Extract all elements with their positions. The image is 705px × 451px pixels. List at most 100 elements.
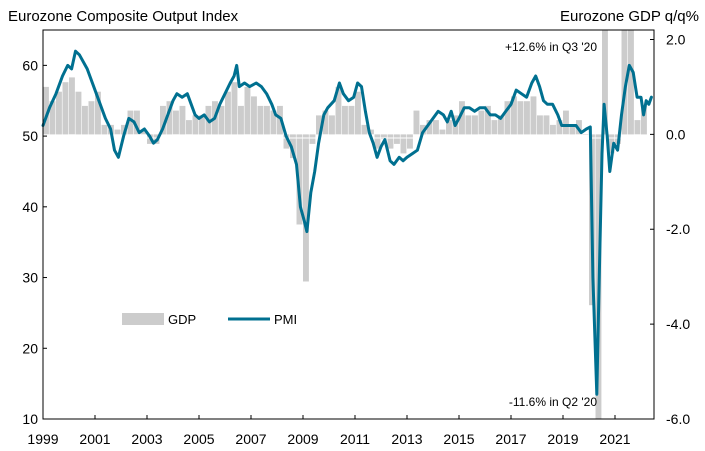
gdp-bar-2015Q4 [478,110,485,135]
gdp-bar-2005Q4 [218,105,225,135]
x-tick-label: 2009 [287,431,318,447]
gdp-bar-2019Q2 [569,124,576,135]
gdp-bar-2006Q4 [244,86,251,135]
gdp-bar-2000Q1 [69,77,75,135]
gdp-bar-1999Q3 [56,91,62,135]
gdp-bar-2004Q4 [192,115,199,135]
gdp-bar-2014Q2 [439,129,446,135]
legend-pmi-label: PMI [274,312,297,327]
gdp-bar-2017Q2 [517,101,524,135]
x-tick-label: 2019 [547,431,578,447]
gdp-bar-2020Q4 [608,134,615,154]
gdp-bar-2017Q3 [524,101,530,135]
left-axis-title: Eurozone Composite Output Index [8,8,239,25]
gdp-bar-2017Q4 [530,96,537,135]
gdp-bar-2012Q2 [387,134,394,149]
gdp-bar-2006Q2 [231,82,238,135]
gdp-bar-2000Q2 [75,91,82,135]
x-axis: 1999 2001 2003 2005 2007 2009 2011 2013 2015 2017… [27,415,631,447]
gdp-bar-2021Q3 [628,30,634,135]
gdp-bar-2010Q2 [335,86,342,135]
gdp-bar-1999Q4 [62,82,69,135]
gdp-bar-1999Q2 [49,101,56,135]
right-tick-label: 0.0 [666,126,686,142]
gdp-bar-2008Q4 [296,134,303,225]
gdp-bar-2018Q3 [550,124,556,135]
gdp-bar-2006Q3 [238,105,244,135]
gdp-bar-2007Q1 [251,96,257,135]
gdp-bar-2002Q2 [127,110,134,135]
gdp-bar-2002Q4 [140,129,147,135]
gdp-bar-2019Q1 [563,110,569,135]
right-axis-title: Eurozone GDP q/q% [560,8,699,25]
right-axis: -6.0 -4.0 -2.0 0.0 2.0 [650,31,690,427]
gdp-bar-2015Q3 [472,115,478,135]
legend-gdp-swatch [122,313,164,325]
left-tick-label: 20 [22,340,38,356]
gdp-bar-2003Q3 [160,105,166,135]
gdp-bar-2012Q3 [394,134,400,144]
gdp-bar-2007Q4 [270,110,277,135]
gdp-bar-2003Q4 [166,101,173,135]
legend-gdp-label: GDP [168,312,196,327]
gdp-bar-2009Q4 [322,110,329,135]
gdp-bar-2021Q2 [621,30,628,135]
gdp-bar-2012Q1 [381,134,387,140]
gdp-bar-2019Q4 [582,134,589,135]
gdp-bar-2013Q1 [407,134,413,149]
gdp-bar-2014Q1 [433,120,439,135]
gdp-bar-2000Q4 [88,101,95,135]
x-tick-label: 2015 [443,431,474,447]
x-tick-label: 2017 [495,431,526,447]
gdp-bar-2001Q2 [101,124,108,135]
gdp-bar-2016Q1 [485,105,491,135]
x-tick-label: 2005 [183,431,214,447]
gdp-bar-2016Q2 [491,120,498,135]
gdp-bar-2009Q1 [303,134,309,282]
gdp-bar-2002Q3 [134,110,140,135]
plot-frame [42,29,655,420]
gdp-bar-2004Q1 [173,110,179,135]
gdp-bar-2009Q3 [316,115,322,135]
gdp-bar-2007Q3 [264,105,270,135]
right-tick-label: -2.0 [666,221,690,237]
right-tick-label: -6.0 [666,411,690,427]
gdp-bar-2004Q3 [186,120,192,135]
gdp-bar-2008Q3 [290,134,296,159]
gdp-bar-2021Q4 [634,120,641,135]
gdp-bar-2001Q1 [95,91,101,135]
gdp-bar-2018Q2 [543,115,550,135]
gdp-bar-2022Q1 [641,105,647,135]
gdp-bar-2017Q1 [511,96,517,135]
x-tick-label: 1999 [27,431,58,447]
gdp-bars [43,30,647,419]
left-tick-label: 60 [22,57,38,73]
left-tick-label: 30 [22,270,38,286]
gdp-bar-2007Q2 [257,105,264,135]
gdp-bar-2010Q1 [329,115,335,135]
x-tick-label: 2001 [79,431,110,447]
x-tick-label: 2021 [599,431,630,447]
gdp-bar-2009Q2 [309,134,316,144]
gdp-bar-2010Q3 [342,105,348,135]
gdp-bar-2010Q4 [348,105,355,135]
left-tick-label: 40 [22,199,38,215]
gdp-bar-2015Q1 [459,101,465,135]
gdp-bar-2001Q4 [114,129,121,135]
gdp-bar-2011Q4 [374,134,381,149]
x-tick-label: 2007 [235,431,266,447]
gdp-bar-2016Q4 [504,101,511,135]
gdp-bar-2013Q4 [426,120,433,135]
gdp-bar-2011Q3 [368,129,374,135]
gdp-bar-2013Q2 [413,110,420,135]
left-tick-label: 50 [22,128,38,144]
legend: GDP PMI [122,312,297,327]
gdp-bar-2008Q2 [283,134,290,149]
gdp-bar-2012Q4 [400,134,407,154]
gdp-bar-2006Q1 [225,91,231,135]
x-tick-label: 2013 [391,431,422,447]
gdp-bar-2011Q2 [361,124,368,135]
gdp-bar-2000Q3 [82,105,88,135]
pmi-series-line [41,49,653,396]
